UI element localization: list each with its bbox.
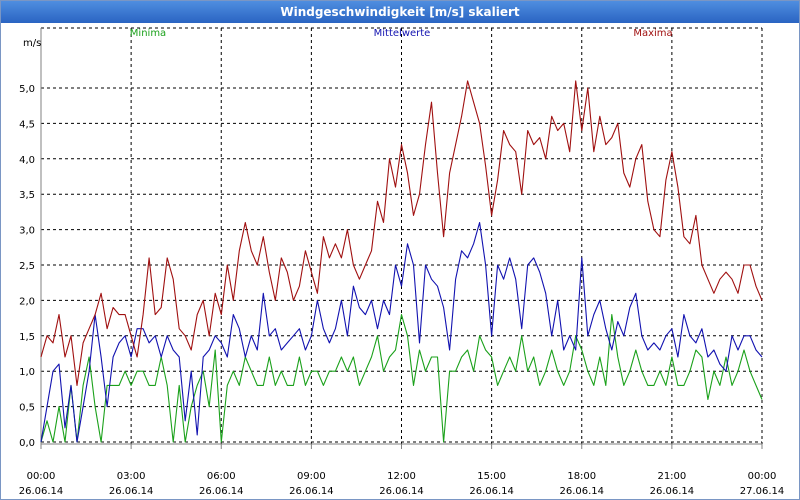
- x-tick-time: 18:00: [567, 471, 596, 482]
- x-tick-date: 26.06.14: [289, 486, 334, 497]
- y-tick-label: 1,0: [19, 367, 35, 378]
- y-tick-label: 3,5: [19, 190, 35, 201]
- y-axis-label: m/s: [23, 38, 41, 49]
- grid-lines: [41, 27, 763, 444]
- axes: [40, 28, 763, 449]
- series-maxima: [40, 80, 763, 386]
- y-tick-label: 0,0: [19, 438, 35, 449]
- x-tick-time: 00:00: [748, 471, 777, 482]
- x-tick-date: 27.06.14: [740, 486, 785, 497]
- y-tick-label: 0,5: [19, 403, 35, 414]
- x-tick-time: 06:00: [207, 471, 236, 482]
- x-tick-date: 26.06.14: [379, 486, 424, 497]
- y-tick-label: 4,5: [19, 119, 35, 130]
- legend-maxima: Maxima: [633, 28, 672, 39]
- x-tick-time: 12:00: [387, 471, 416, 482]
- tick-labels: 0,0 0,5 1,0 1,5 2,0 2,5 3,0 3,5 4,0 4,5 5,0 00:00 26…: [19, 84, 785, 497]
- y-tick-label: 5,0: [19, 84, 35, 95]
- x-tick-date: 26.06.14: [559, 486, 604, 497]
- y-tick-label: 4,0: [19, 155, 35, 166]
- x-tick-time: 15:00: [477, 471, 506, 482]
- x-tick-date: 26.06.14: [469, 486, 514, 497]
- legend-mittelwerte: Mittelwerte: [374, 28, 431, 39]
- x-tick-date: 26.06.14: [109, 486, 154, 497]
- y-tick-label: 1,5: [19, 332, 35, 343]
- legend-minima: Minima: [130, 28, 166, 39]
- x-tick-date: 26.06.14: [199, 486, 244, 497]
- y-tick-label: 2,5: [19, 261, 35, 272]
- x-tick-date: 26.06.14: [650, 486, 695, 497]
- x-tick-time: 09:00: [297, 471, 326, 482]
- window-title: Windgeschwindigkeit [m/s] skaliert: [1, 1, 799, 23]
- y-tick-label: 2,0: [19, 296, 35, 307]
- x-tick-time: 21:00: [657, 471, 686, 482]
- x-tick-time: 03:00: [117, 471, 146, 482]
- x-tick-time: 00:00: [27, 471, 56, 482]
- wind-speed-chart: 0,0 0,5 1,0 1,5 2,0 2,5 3,0 3,5 4,0 4,5 5,0 00:00 26…: [19, 27, 785, 497]
- y-tick-label: 3,0: [19, 226, 35, 237]
- series-lines: [40, 80, 763, 443]
- x-tick-date: 26.06.14: [19, 486, 64, 497]
- series-mittelwerte: [40, 221, 763, 443]
